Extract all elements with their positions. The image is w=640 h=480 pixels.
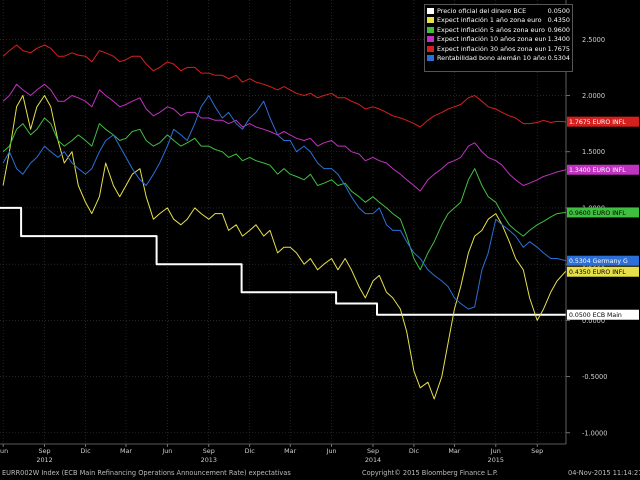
legend-label: Expect inflación 10 años zona euro bbox=[437, 35, 546, 44]
y-tick-label: -1.0000 bbox=[582, 429, 607, 437]
end-label-box bbox=[567, 266, 639, 277]
y-tick-label: -0.5000 bbox=[582, 373, 607, 381]
x-year-label: 2012 bbox=[36, 456, 52, 464]
legend-swatch bbox=[427, 55, 434, 62]
x-axis: Jun Sep Dic Mar Jun Sep Dic Mar Jun Sep Dic Mar Jun S… bbox=[0, 443, 566, 464]
end-labels: 1.7675 EURO INFL 1.3400 EURO INFL 0.9600 E… bbox=[567, 116, 639, 320]
x-tick-label: Sep bbox=[203, 447, 215, 455]
legend-label: Rentabilidad bono alemán 10 años. bbox=[437, 54, 546, 63]
x-tick-label: Sep bbox=[39, 447, 51, 455]
legend-entry: Expect inflación 30 años zona euro 1.7675 bbox=[427, 44, 570, 54]
x-year-label: 2014 bbox=[365, 456, 381, 464]
x-year-label: 2013 bbox=[201, 456, 217, 464]
legend-swatch bbox=[427, 7, 434, 14]
footer-copyright: Copyright© 2015 Bloomberg Finance L.P. bbox=[362, 469, 498, 477]
x-tick-label: Jun bbox=[490, 447, 501, 455]
legend-value: 0.0500 bbox=[547, 6, 570, 15]
series-line bbox=[2, 95, 567, 310]
legend-entry: Rentabilidad bono alemán 10 años. 0.5304 bbox=[427, 54, 570, 64]
x-tick-label: Sep bbox=[531, 447, 543, 455]
x-tick-label: Mar bbox=[284, 447, 296, 455]
end-label-box bbox=[567, 309, 639, 320]
legend-swatch bbox=[427, 26, 434, 33]
legend-entry: Expect inflación 1 año zona euro 0.4350 bbox=[427, 16, 570, 26]
end-label: 0.9600 EURO INFL bbox=[569, 210, 626, 217]
end-label: 1.3400 EURO INFL bbox=[569, 167, 626, 174]
y-tick-label: 1.5000 bbox=[582, 148, 605, 156]
legend-value: 0.5304 bbox=[547, 54, 570, 63]
footer-timestamp: 04-Nov-2015 11:14:27 bbox=[568, 469, 640, 477]
x-tick-label: Dic bbox=[409, 447, 420, 455]
legend-entry: Expect inflación 10 años zona euro 1.3400 bbox=[427, 35, 570, 45]
legend-label: Precio oficial del dinero BCE bbox=[437, 6, 527, 15]
y-tick-label: 2.0000 bbox=[582, 92, 605, 100]
legend-label: Expect inflación 5 años zona euro bbox=[437, 25, 545, 34]
legend-entry: Precio oficial del dinero BCE 0.0500 bbox=[427, 6, 570, 16]
end-label-box bbox=[567, 164, 639, 175]
series-layer bbox=[0, 44, 567, 400]
end-label-box bbox=[567, 207, 639, 218]
legend-swatch bbox=[427, 36, 434, 43]
end-label: 0.4350 EURO INFL bbox=[569, 269, 626, 276]
x-tick-label: Jun bbox=[0, 447, 8, 455]
end-label: 0.0500 ECB Main bbox=[569, 312, 622, 319]
footer-source: EURR002W Index (ECB Main Refinancing Ope… bbox=[2, 469, 291, 477]
legend-value: 0.4350 bbox=[547, 16, 570, 25]
y-tick-label: 0.0000 bbox=[582, 317, 605, 325]
y-tick-label: 2.5000 bbox=[582, 36, 605, 44]
end-label-box bbox=[567, 116, 639, 127]
x-tick-label: Jun bbox=[161, 447, 172, 455]
x-tick-label: Sep bbox=[367, 447, 379, 455]
end-label-box bbox=[567, 255, 639, 266]
legend-label: Expect inflación 1 año zona euro bbox=[437, 16, 542, 25]
legend-value: 0.9600 bbox=[547, 25, 570, 34]
x-tick-label: Jun bbox=[326, 447, 337, 455]
series-line bbox=[2, 83, 567, 192]
series-line bbox=[2, 95, 567, 400]
x-tick-label: Dic bbox=[80, 447, 91, 455]
legend-swatch bbox=[427, 45, 434, 52]
series-line bbox=[0, 206, 566, 316]
legend: Precio oficial del dinero BCE 0.0500 Expec… bbox=[424, 4, 573, 72]
legend-swatch bbox=[427, 17, 434, 24]
x-tick-label: Mar bbox=[120, 447, 132, 455]
x-year-label: 2015 bbox=[488, 456, 504, 464]
legend-value: 1.3400 bbox=[547, 35, 570, 44]
legend-value: 1.7675 bbox=[547, 44, 570, 53]
end-label: 1.7675 EURO INFL bbox=[569, 119, 626, 126]
legend-label: Expect inflación 30 años zona euro bbox=[437, 44, 546, 53]
series-line bbox=[2, 117, 567, 271]
legend-entry: Expect inflación 5 años zona euro 0.9600 bbox=[427, 25, 570, 35]
x-tick-label: Mar bbox=[448, 447, 460, 455]
series-line bbox=[2, 44, 567, 128]
x-tick-label: Dic bbox=[245, 447, 256, 455]
end-label: 0.5304 Germany G bbox=[569, 258, 628, 265]
